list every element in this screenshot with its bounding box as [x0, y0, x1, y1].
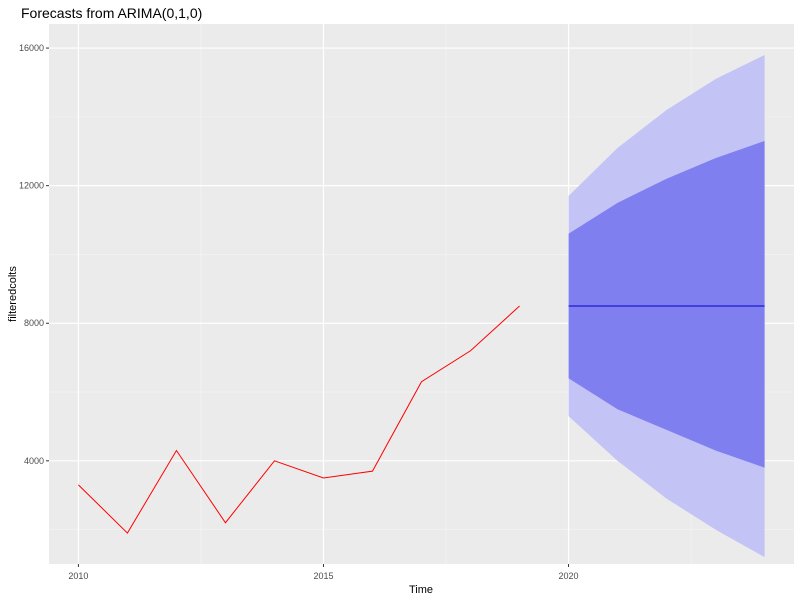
- series-lines: [78, 305, 765, 534]
- x-axis-title: Time: [409, 584, 433, 596]
- x-tick-label: 2020: [559, 571, 579, 581]
- y-tick-label: 12000: [19, 181, 44, 191]
- x-tick-label: 2015: [313, 571, 333, 581]
- y-tick-label: 16000: [19, 43, 44, 53]
- band-80: [568, 140, 765, 468]
- y-axis-title: filteredcolts: [7, 266, 19, 322]
- y-tick-label: 4000: [24, 456, 44, 466]
- axes: 2010 2015 2020 4000 8000 12000 16000: [19, 43, 579, 581]
- chart-title: Forecasts from ARIMA(0,1,0): [21, 5, 202, 21]
- history-line: [78, 305, 520, 534]
- x-tick-label: 2010: [68, 571, 88, 581]
- y-tick-label: 8000: [24, 318, 44, 328]
